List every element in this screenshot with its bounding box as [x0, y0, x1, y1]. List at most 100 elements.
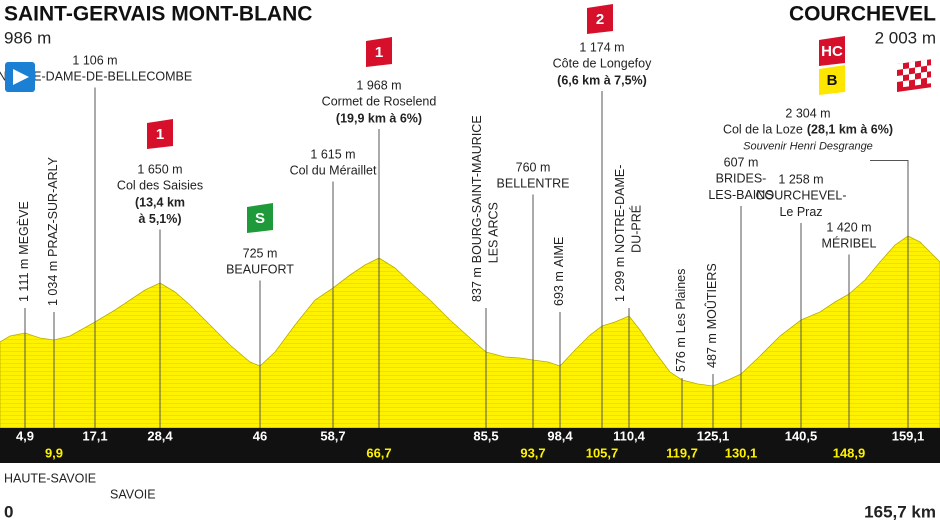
place-name: Col du Méraillet — [290, 164, 377, 178]
badge-shape — [247, 203, 273, 233]
place-name: MOÛTIERS — [704, 263, 719, 329]
altitude: 1 650 m — [137, 162, 182, 176]
altitude: 1 034 m — [46, 261, 60, 306]
badge-shape — [819, 65, 845, 95]
altitude: 1 420 m — [826, 220, 871, 234]
km-label: 125,1 — [697, 428, 730, 443]
badge-label: HC — [821, 43, 843, 60]
km-label: 159,1 — [892, 428, 925, 443]
altitude: 2 304 m — [785, 106, 830, 120]
km-label: 130,1 — [725, 445, 758, 460]
place-name: Col des Saisies — [117, 179, 203, 193]
waypoint-label: 1 299 m NOTRE-DAME- — [613, 165, 627, 302]
climb-note: Souvenir Henri Desgrange — [743, 140, 873, 152]
place-name: BRIDES- — [716, 172, 767, 186]
badge-shape — [587, 4, 613, 34]
climb-badge: 1 — [366, 37, 392, 67]
start-km: 0 — [4, 502, 13, 521]
place-name: BRIDES- — [716, 172, 767, 186]
place-name: Cormet de Roselend — [322, 95, 437, 109]
place-name: Col de la Loze — [723, 123, 803, 137]
altitude: 725 m — [243, 246, 278, 260]
waypoint-label: 837 m BOURG-SAINT-MAURICE — [470, 115, 484, 302]
km-label: 93,7 — [520, 445, 545, 460]
place-name: BEAUFORT — [226, 263, 294, 277]
altitude: 487 m — [705, 333, 719, 368]
region-label: SAVOIE — [110, 487, 156, 501]
badge-label: 1 — [375, 44, 383, 61]
km-label: 66,7 — [366, 445, 391, 460]
badge-shape — [819, 36, 845, 66]
km-label: 28,4 — [147, 428, 173, 443]
altitude: 693 m — [552, 271, 566, 306]
finish-altitude: 2 003 m — [875, 28, 936, 47]
place-name: BELLENTRE — [497, 177, 570, 191]
climb-detail: (13,4 km — [135, 195, 185, 209]
place-name: NOTRE-DAME-DE-BELLECOMBE — [0, 70, 192, 84]
region-label: HAUTE-SAVOIE — [4, 471, 96, 485]
climb-detail: (28,1 km à 6%) — [807, 123, 893, 137]
km-label: 140,5 — [785, 428, 818, 443]
altitude: 1 968 m — [356, 78, 401, 92]
km-label: 4,9 — [16, 428, 34, 443]
waypoint-label: 1 111 m MEGÈVE — [16, 201, 31, 302]
finish-flag — [897, 59, 931, 92]
place-name: Côte de Longefoy — [553, 57, 652, 71]
altitude: 760 m — [516, 160, 551, 174]
km-label: 148,9 — [833, 445, 866, 460]
place-name: MEGÈVE — [16, 201, 31, 255]
km-label: 17,1 — [82, 428, 107, 443]
climb-badge: S — [247, 203, 273, 233]
climb-badge: HC — [819, 36, 845, 66]
place-name: NOTRE-DAME-DE-BELLECOMBE — [0, 70, 192, 84]
km-label: 105,7 — [586, 445, 619, 460]
km-label: 9,9 — [45, 445, 63, 460]
km-label: 46 — [253, 428, 267, 443]
finish-name: COURCHEVEL — [789, 3, 936, 26]
km-label: 110,4 — [613, 428, 646, 443]
place-name: Les Plaines — [674, 269, 688, 334]
leader-line — [870, 160, 909, 428]
place-name: COURCHEVEL- — [756, 189, 847, 203]
climb-badge: 1 — [147, 119, 173, 149]
badge-label: 1 — [156, 126, 164, 143]
waypoint-labels: 4,9 1 111 m MEGÈVE 9,9 1 034 m PRAZ-SUR-ARLY 1… — [0, 4, 924, 460]
km-label: 85,5 — [473, 428, 498, 443]
place-name: BELLENTRE — [497, 177, 570, 191]
place-name: PRAZ-SUR-ARLY — [46, 156, 60, 256]
altitude: 576 m — [674, 337, 688, 372]
elevation-profile — [0, 235, 940, 429]
waypoint-label: 576 m Les Plaines — [674, 269, 688, 372]
km-label: 58,7 — [320, 428, 345, 443]
climb-detail: (19,9 km à 6%) — [336, 111, 422, 125]
altitude: 607 m — [724, 155, 759, 169]
climb-badge: B — [819, 65, 845, 95]
place-name: NOTRE-DAME- — [613, 165, 627, 253]
place-name: LES ARCS — [486, 202, 500, 263]
place-name: Côte de Longefoy — [553, 57, 652, 71]
place-name: Cormet de Roselend — [322, 95, 437, 109]
place-name: MÉRIBEL — [822, 236, 877, 251]
start-icon — [5, 62, 35, 92]
altitude: 1 106 m — [72, 53, 117, 67]
place-name: Col du Méraillet — [290, 164, 377, 178]
place-name: AIME — [552, 237, 566, 268]
km-label: 119,7 — [666, 445, 698, 460]
altitude: 1 615 m — [310, 147, 355, 161]
km-label: 98,4 — [547, 428, 573, 443]
place-name: COURCHEVEL- — [756, 189, 847, 203]
place-name: BEAUFORT — [226, 263, 294, 277]
altitude: 1 111 m — [17, 259, 31, 302]
altitude: 1 174 m — [579, 40, 624, 54]
badge-label: S — [255, 210, 265, 227]
altitude: 837 m — [470, 267, 484, 302]
place-name: DU-PRÉ — [628, 205, 643, 253]
badge-shape — [147, 119, 173, 149]
place-name: LES-BAINS — [708, 188, 773, 202]
start-name: SAINT-GERVAIS MONT-BLANC — [4, 3, 312, 26]
place-name: Le Praz — [779, 205, 822, 219]
badge-label: 2 — [596, 11, 604, 28]
waypoint-label: 487 m MOÛTIERS — [704, 263, 719, 368]
total-distance: 165,7 km — [864, 502, 936, 521]
